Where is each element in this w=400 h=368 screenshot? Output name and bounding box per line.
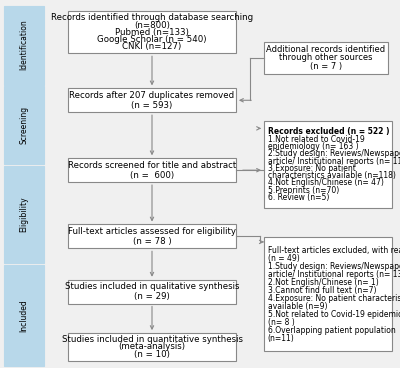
Text: (n = 49): (n = 49) <box>268 254 300 263</box>
Bar <box>68 280 236 304</box>
Text: Records identified through database searching: Records identified through database sear… <box>51 14 253 22</box>
Text: CNKI (n=127): CNKI (n=127) <box>122 42 182 51</box>
Text: Records excluded (n = 522 ): Records excluded (n = 522 ) <box>268 127 389 137</box>
Text: Google Scholar (n = 540): Google Scholar (n = 540) <box>97 35 207 44</box>
Bar <box>264 42 388 74</box>
Text: Identification: Identification <box>20 20 28 70</box>
Text: (n = 593): (n = 593) <box>131 101 173 110</box>
Text: epidemiology (n= 163 ): epidemiology (n= 163 ) <box>268 142 358 151</box>
Bar <box>4 166 44 263</box>
Text: available (n=9): available (n=9) <box>268 302 327 311</box>
Text: (n=800): (n=800) <box>134 21 170 29</box>
Text: characteristics available (n=118): characteristics available (n=118) <box>268 171 396 180</box>
Text: 2.Not English/Chinese (n= 1): 2.Not English/Chinese (n= 1) <box>268 278 378 287</box>
Text: Eligibility: Eligibility <box>20 197 28 232</box>
Text: 2.Study design: Reviews/Newspaper: 2.Study design: Reviews/Newspaper <box>268 149 400 158</box>
Text: Screening: Screening <box>20 106 28 144</box>
Bar <box>68 224 236 248</box>
Text: (n =  600): (n = 600) <box>130 171 174 180</box>
Text: 6. Review (n=5): 6. Review (n=5) <box>268 193 329 202</box>
Text: (n= 8 ): (n= 8 ) <box>268 318 294 327</box>
Bar <box>4 6 44 85</box>
Bar <box>4 86 44 164</box>
Bar <box>68 11 236 53</box>
Text: 6.Overlapping patient population: 6.Overlapping patient population <box>268 326 396 335</box>
Text: 5.Preprints (n=70): 5.Preprints (n=70) <box>268 185 339 195</box>
Text: Additional records identified: Additional records identified <box>266 45 386 54</box>
Text: (n = 7 ): (n = 7 ) <box>310 62 342 71</box>
Text: Studies included in quantitative synthesis: Studies included in quantitative synthes… <box>62 335 242 344</box>
Text: Studies included in qualitative synthesis: Studies included in qualitative synthesi… <box>65 282 239 291</box>
Text: (n = 10): (n = 10) <box>134 350 170 359</box>
Text: (meta-analysis): (meta-analysis) <box>118 342 186 351</box>
Bar <box>68 333 236 361</box>
Text: (n = 78 ): (n = 78 ) <box>133 237 171 246</box>
Text: article/ Institutional reports (n= 13): article/ Institutional reports (n= 13) <box>268 270 400 279</box>
Bar <box>264 121 392 208</box>
Text: Records after 207 duplicates removed: Records after 207 duplicates removed <box>70 91 234 100</box>
Text: 3.Exposure: No patient: 3.Exposure: No patient <box>268 164 356 173</box>
Text: 1.Study design: Reviews/Newspaper: 1.Study design: Reviews/Newspaper <box>268 262 400 271</box>
Text: Full-text articles excluded, with reasons: Full-text articles excluded, with reason… <box>268 246 400 255</box>
Text: (n = 29): (n = 29) <box>134 292 170 301</box>
Text: 3.Cannot find full text (n=7): 3.Cannot find full text (n=7) <box>268 286 376 295</box>
Text: 4.Not English/Chinese (n= 47): 4.Not English/Chinese (n= 47) <box>268 178 384 187</box>
Text: article/ Institutional reports (n= 119): article/ Institutional reports (n= 119) <box>268 156 400 166</box>
Bar <box>264 237 392 351</box>
Bar <box>68 88 236 112</box>
Text: (n=11): (n=11) <box>268 334 294 343</box>
Bar <box>4 265 44 366</box>
Text: through other sources: through other sources <box>279 53 373 63</box>
Text: 5.Not related to Covid-19 epidemiology: 5.Not related to Covid-19 epidemiology <box>268 310 400 319</box>
Text: Full-text articles assessed for eligibility: Full-text articles assessed for eligibil… <box>68 227 236 236</box>
Text: Included: Included <box>20 299 28 332</box>
Text: Records screened for title and abstract: Records screened for title and abstract <box>68 161 236 170</box>
Text: Pubmed (n=133): Pubmed (n=133) <box>115 28 189 37</box>
Bar <box>68 158 236 182</box>
Text: 4.Exposure: No patient characteristics: 4.Exposure: No patient characteristics <box>268 294 400 303</box>
Text: 1.Not related to Covid-19: 1.Not related to Covid-19 <box>268 135 364 144</box>
